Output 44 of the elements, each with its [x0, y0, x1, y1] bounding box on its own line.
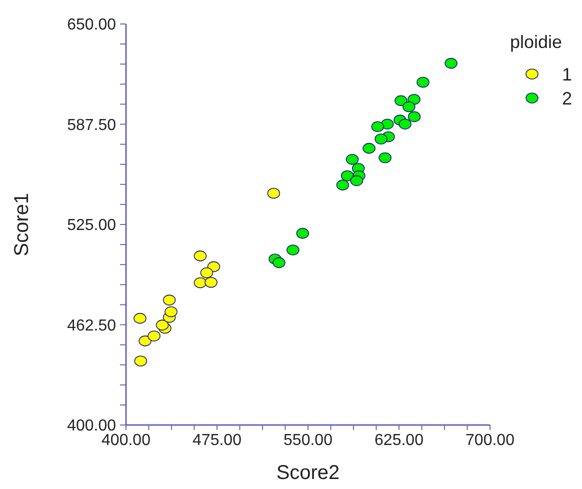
x-tick-label: 475.00 [192, 432, 242, 449]
point [156, 320, 169, 330]
point [336, 180, 350, 190]
point [134, 356, 148, 366]
point [204, 277, 218, 288]
point [398, 118, 412, 130]
x-tick-label: 400.00 [102, 432, 151, 449]
point [162, 294, 176, 306]
point [408, 111, 421, 122]
point [194, 250, 207, 262]
point [402, 101, 416, 112]
x-tick-label: 625.00 [374, 432, 424, 449]
point [164, 306, 178, 318]
point [200, 267, 214, 278]
legend-label: 2 [562, 88, 572, 108]
point [148, 330, 160, 342]
x-tick-label: 550.00 [284, 432, 333, 449]
point [296, 228, 310, 239]
point [194, 277, 207, 288]
point [286, 244, 300, 256]
point [444, 58, 458, 69]
point [394, 95, 408, 106]
y-axis-title: Score1 [11, 192, 33, 256]
point [378, 152, 392, 164]
point [371, 121, 384, 132]
y-tick-label: 462.50 [67, 317, 116, 334]
point [340, 170, 354, 182]
point [346, 154, 359, 165]
y-tick-label: 650.00 [67, 16, 116, 34]
x-axis-title: Score2 [276, 462, 340, 484]
y-tick-label: 525.00 [67, 217, 116, 234]
point [374, 134, 388, 144]
point [362, 142, 376, 154]
y-tick-label: 400.00 [67, 418, 116, 435]
point [138, 336, 152, 346]
point [272, 257, 286, 268]
x-tick-label: 700.00 [466, 432, 515, 449]
point [267, 188, 280, 199]
point [134, 312, 146, 324]
legend-label: 1 [562, 64, 572, 84]
point [350, 175, 364, 186]
point [416, 76, 430, 88]
legend-title: ploidie [510, 32, 562, 52]
y-tick-label: 587.50 [67, 116, 116, 134]
